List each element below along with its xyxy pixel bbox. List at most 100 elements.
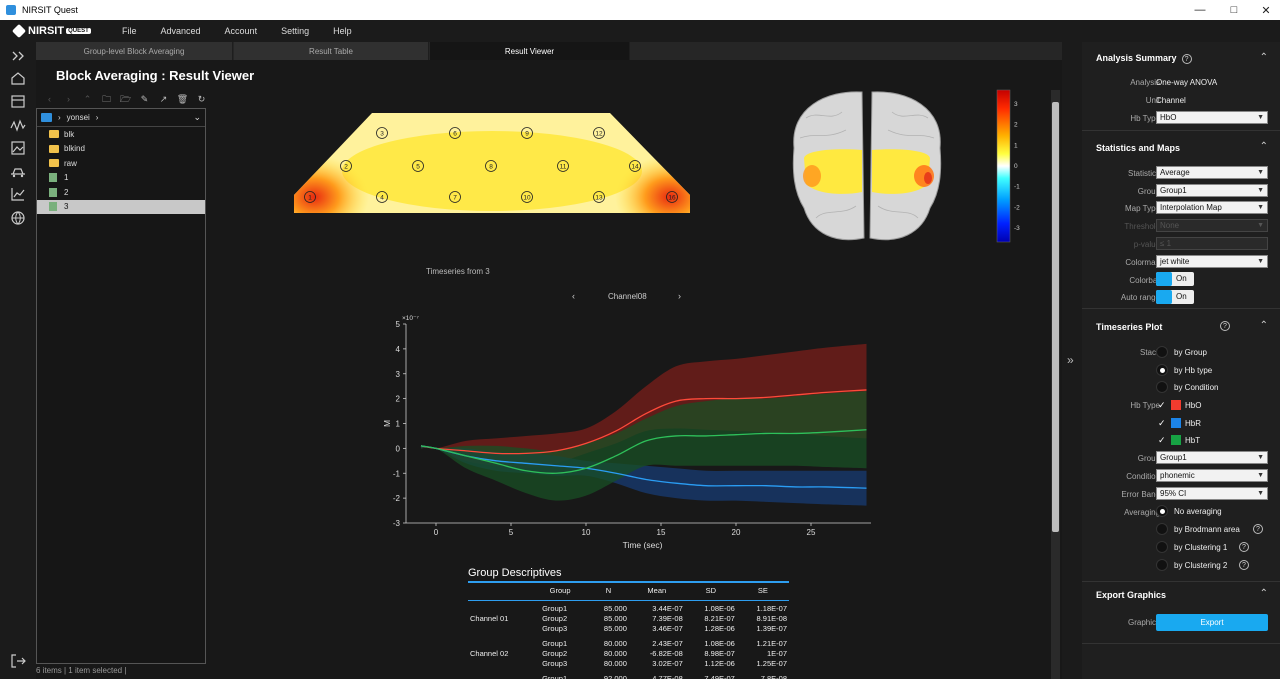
topo-channel-14[interactable]: 14	[629, 160, 641, 172]
by-clustering2-radio[interactable]	[1156, 559, 1168, 571]
topo-channel-label: 7	[453, 194, 457, 201]
back-icon[interactable]: ‹	[48, 94, 51, 104]
edit-icon[interactable]: ✎	[140, 94, 149, 104]
topo-channel-1[interactable]: 1	[304, 191, 316, 203]
topo-channel-8[interactable]: 8	[485, 160, 497, 172]
archive-icon[interactable]	[9, 92, 27, 110]
path-folder[interactable]: yonsei	[66, 113, 90, 122]
new-folder-icon[interactable]: 🗀	[101, 94, 111, 104]
tree-item[interactable]: blk	[37, 127, 205, 142]
chevron-up-icon[interactable]: ⌃	[1259, 588, 1268, 599]
analytics-icon[interactable]	[9, 185, 27, 203]
by-brodmann-radio[interactable]	[1156, 523, 1168, 535]
path-dropdown-icon[interactable]: ⌄	[193, 112, 201, 122]
main-scrollbar[interactable]	[1051, 90, 1060, 679]
home-icon[interactable]	[9, 69, 27, 87]
stack-by-hbtype-radio[interactable]	[1156, 364, 1168, 376]
topo-channel-13[interactable]: 13	[593, 191, 605, 203]
channel-name: Channel08	[608, 292, 647, 301]
table-row: Channel 01 Group1 85.000 3.44E-07 1.08E-06 1.…	[468, 604, 789, 623]
open-external-icon[interactable]: ↗	[159, 94, 168, 104]
topo-channel-4[interactable]: 4	[376, 191, 388, 203]
maximize-icon[interactable]: □	[1230, 4, 1238, 16]
help-icon[interactable]: ?	[1220, 321, 1230, 331]
help-icon[interactable]: ?	[1239, 560, 1249, 570]
up-icon[interactable]: ⌃	[83, 94, 92, 104]
menu-file[interactable]: File	[122, 26, 137, 36]
no-averaging-radio[interactable]	[1156, 505, 1168, 517]
topo-channel-3[interactable]: 3	[376, 127, 388, 139]
tab-result-table[interactable]: Result Table	[234, 42, 429, 60]
forward-icon[interactable]: ›	[67, 94, 70, 104]
group-select[interactable]: Group1 ▼	[1156, 184, 1268, 197]
image-icon[interactable]	[9, 139, 27, 157]
threshold-label: Threshold	[1124, 222, 1160, 231]
minimize-icon[interactable]: —	[1194, 4, 1206, 16]
topo-channel-6[interactable]: 6	[449, 127, 461, 139]
errorband-select[interactable]: 95% CI ▼	[1156, 487, 1268, 500]
delete-icon[interactable]: 🗑	[176, 94, 189, 104]
menu-setting[interactable]: Setting	[281, 26, 310, 36]
condition-select[interactable]: phonemic ▼	[1156, 469, 1268, 482]
close-icon[interactable]: ✕	[1261, 4, 1271, 17]
logout-icon[interactable]	[9, 652, 27, 670]
topo-channel-10[interactable]: 10	[521, 191, 533, 203]
table-cell: 8.21E-07	[704, 614, 735, 623]
tab-group-level-block-averaging[interactable]: Group-level Block Averaging	[36, 42, 233, 60]
menu-account[interactable]: Account	[224, 26, 258, 36]
export-button[interactable]: Export	[1156, 614, 1268, 631]
menu-help[interactable]: Help	[333, 26, 352, 36]
by-clustering1-radio[interactable]	[1156, 541, 1168, 553]
pvalue-input[interactable]: ≤ 1	[1156, 237, 1268, 250]
tree-item[interactable]: 1	[37, 171, 205, 186]
tree-path[interactable]: › yonsei › ⌄	[37, 109, 205, 127]
stack-by-condition-radio[interactable]	[1156, 381, 1168, 393]
tree-item[interactable]: 2	[37, 185, 205, 200]
colormap-select[interactable]: jet white ▼	[1156, 255, 1268, 268]
hbr-label: HbR	[1185, 419, 1202, 428]
autorange-toggle[interactable]: On	[1156, 290, 1194, 304]
app-logo-icon	[6, 5, 16, 15]
expand-nav-icon[interactable]	[9, 47, 27, 65]
topo-channel-7[interactable]: 7	[449, 191, 461, 203]
colorbar-toggle[interactable]: On	[1156, 272, 1194, 286]
collapse-panel-icon[interactable]: »	[1067, 353, 1074, 367]
x-tick-label: 15	[657, 528, 666, 537]
threshold-select[interactable]: None ▼	[1156, 219, 1268, 232]
menu-advanced[interactable]: Advanced	[160, 26, 201, 36]
table-cell: Group3	[542, 659, 568, 668]
topo-channel-12[interactable]: 12	[593, 127, 605, 139]
signal-icon[interactable]	[9, 116, 27, 134]
chevron-up-icon[interactable]: ⌃	[1259, 320, 1268, 331]
hbr-checkbox[interactable]: ✓	[1158, 418, 1166, 428]
maptype-select[interactable]: Interpolation Map ▼	[1156, 201, 1268, 214]
help-icon[interactable]: ?	[1253, 524, 1263, 534]
hbtype-select[interactable]: HbO ▼	[1156, 111, 1268, 124]
topo-channel-11[interactable]: 11	[557, 160, 569, 172]
statistics-select[interactable]: Average ▼	[1156, 166, 1268, 179]
hbt-checkbox[interactable]: ✓	[1158, 435, 1166, 445]
vehicle-icon[interactable]	[9, 162, 27, 180]
add-folder-icon[interactable]: 🗁	[119, 94, 132, 104]
globe-icon[interactable]	[9, 209, 27, 227]
tree-item[interactable]: 3	[37, 199, 205, 214]
tab-result-viewer[interactable]: Result Viewer	[430, 42, 630, 60]
refresh-icon[interactable]: ↻	[197, 94, 206, 104]
help-icon[interactable]: ?	[1181, 54, 1192, 64]
chevron-up-icon[interactable]: ⌃	[1259, 141, 1268, 152]
topo-channel-5[interactable]: 5	[412, 160, 424, 172]
tree-item[interactable]: raw	[37, 156, 205, 171]
stack-by-group-radio[interactable]	[1156, 346, 1168, 358]
chevron-up-icon[interactable]: ⌃	[1259, 52, 1268, 63]
next-channel-icon[interactable]: ›	[678, 291, 681, 301]
help-icon[interactable]: ?	[1239, 542, 1249, 552]
ts-group-select[interactable]: Group1 ▼	[1156, 451, 1268, 464]
hbo-checkbox[interactable]: ✓	[1158, 400, 1166, 410]
prev-channel-icon[interactable]: ‹	[572, 291, 575, 301]
topo-channel-9[interactable]: 9	[521, 127, 533, 139]
topo-channel-16[interactable]: 16	[666, 191, 678, 203]
stack-by-hbtype-label: by Hb type	[1174, 366, 1213, 375]
scrollbar-thumb[interactable]	[1052, 102, 1059, 532]
tree-item[interactable]: blkind	[37, 142, 205, 157]
topo-channel-2[interactable]: 2	[340, 160, 352, 172]
